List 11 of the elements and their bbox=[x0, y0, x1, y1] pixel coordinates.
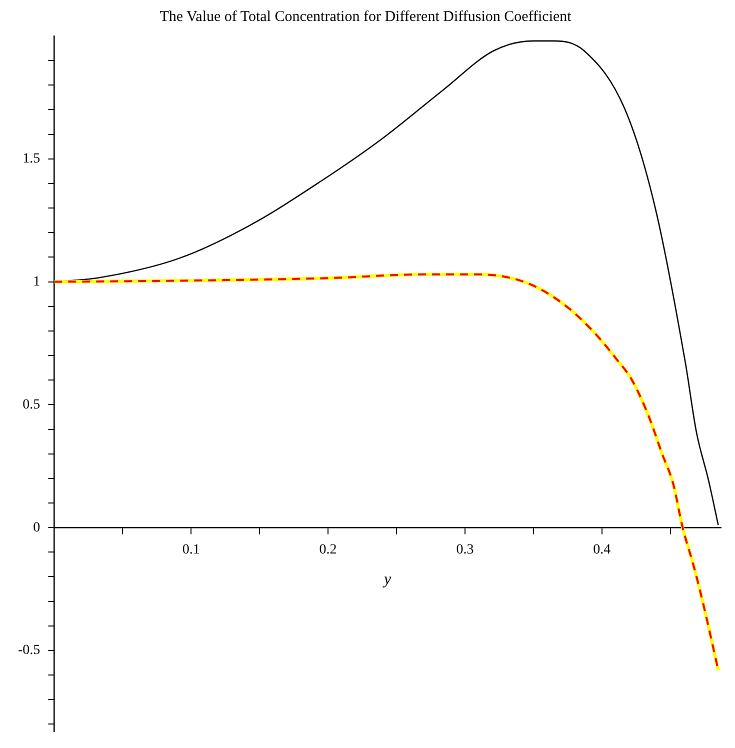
x-tick-label: 0.3 bbox=[456, 542, 474, 558]
x-tick-label: 0.4 bbox=[593, 542, 611, 558]
y-tick-label: 1 bbox=[33, 274, 40, 290]
chart-title: The Value of Total Concentration for Different Diffusion Coefficient bbox=[160, 8, 572, 25]
x-tick-label: 0.1 bbox=[182, 542, 200, 558]
x-tick-label: 0.2 bbox=[319, 542, 337, 558]
x-axis-title: y bbox=[382, 571, 392, 588]
y-tick-label: 0.5 bbox=[22, 397, 40, 412]
y-tick-label: 0 bbox=[33, 520, 40, 536]
y-tick-label: -0.5 bbox=[18, 643, 40, 658]
y-tick-label: 1.5 bbox=[22, 152, 40, 167]
